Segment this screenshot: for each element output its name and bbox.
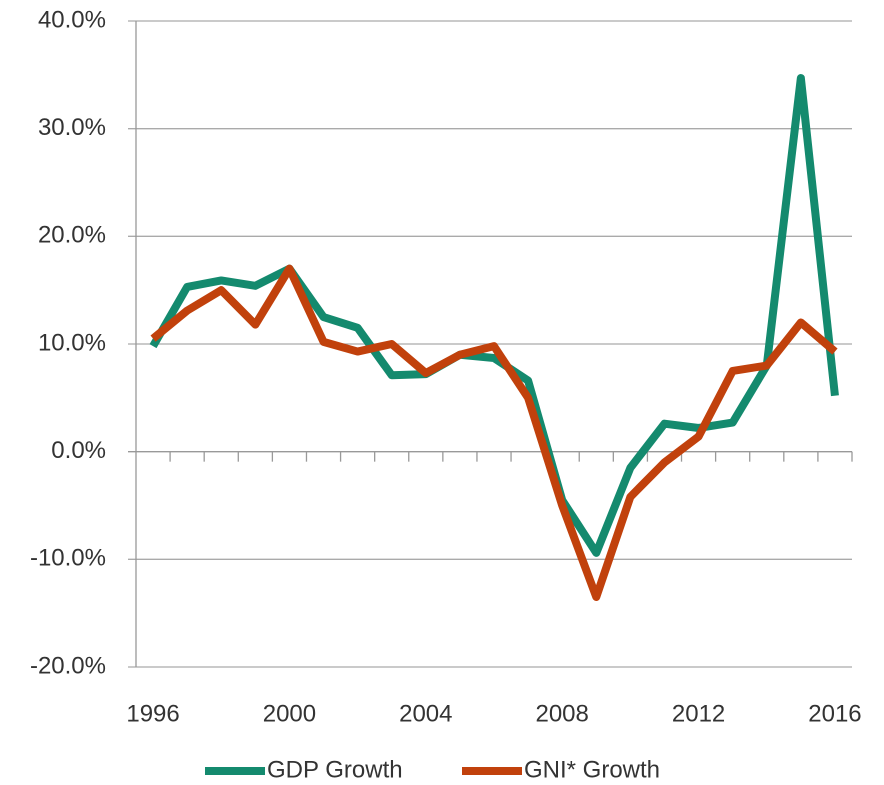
x-tick-label: 2012 [672, 700, 725, 727]
x-tick-label: 1996 [126, 700, 179, 727]
data-line [149, 74, 839, 557]
y-tick-label: 30.0% [38, 114, 106, 141]
x-tick-label: 2016 [808, 700, 861, 727]
y-tick-label: -10.0% [30, 545, 106, 572]
y-tick-label: -20.0% [30, 652, 106, 679]
legend-label: GNI* Growth [524, 756, 660, 783]
x-tick-label: 2004 [399, 700, 452, 727]
x-tick-label: 2008 [535, 700, 588, 727]
y-tick-label: 10.0% [38, 329, 106, 356]
legend-label: GDP Growth [267, 756, 403, 783]
y-tick-label: 20.0% [38, 222, 106, 249]
y-tick-label: 40.0% [38, 6, 106, 33]
x-tick-label: 2000 [263, 700, 316, 727]
y-tick-label: 0.0% [51, 437, 106, 464]
data-line [150, 264, 838, 602]
